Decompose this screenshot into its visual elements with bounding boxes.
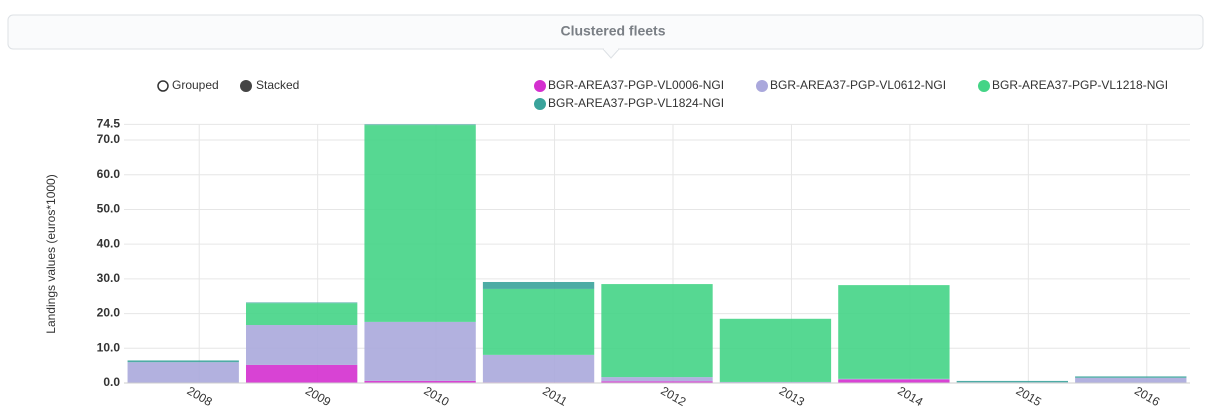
bar-segment bbox=[838, 378, 950, 380]
bar-segment bbox=[482, 281, 595, 289]
bar-segment bbox=[364, 321, 476, 381]
y-tick-label: 0.0 bbox=[103, 375, 120, 389]
x-tick-label: 2012 bbox=[658, 384, 688, 410]
bar-segment bbox=[245, 302, 358, 304]
bar-segment bbox=[1075, 376, 1187, 378]
radio-grouped[interactable] bbox=[157, 80, 169, 92]
y-tick-label: 74.5 bbox=[97, 117, 121, 131]
y-tick-label: 60.0 bbox=[97, 167, 121, 181]
bar-segment bbox=[482, 288, 595, 355]
legend-label: BGR-AREA37-PGP-VL1824-NGI bbox=[548, 96, 724, 110]
legend-label: BGR-AREA37-PGP-VL0006-NGI bbox=[548, 78, 724, 92]
bar-segment bbox=[719, 381, 832, 383]
radio-stacked[interactable] bbox=[240, 80, 252, 92]
bar-segment bbox=[601, 377, 713, 382]
y-tick-label: 50.0 bbox=[97, 202, 121, 216]
bar-segment bbox=[127, 360, 239, 363]
y-tick-label: 10.0 bbox=[97, 340, 121, 354]
x-tick-label: 2013 bbox=[777, 384, 807, 410]
y-tick-label: 20.0 bbox=[97, 306, 121, 320]
radio-label[interactable]: Stacked bbox=[256, 78, 299, 92]
bar-segment bbox=[364, 380, 476, 383]
bar-segment bbox=[127, 362, 239, 383]
x-tick-label: 2016 bbox=[1132, 384, 1162, 410]
bar-segment bbox=[1075, 377, 1187, 383]
legend-swatch bbox=[978, 80, 990, 92]
bar-segment bbox=[838, 379, 950, 383]
y-axis-label: Landings values (euros*1000) bbox=[44, 174, 58, 333]
legend-swatch bbox=[534, 80, 546, 92]
bar-segment bbox=[245, 303, 358, 326]
bar-segment bbox=[838, 285, 950, 379]
legend-swatch bbox=[534, 98, 546, 110]
legend-label: BGR-AREA37-PGP-VL1218-NGI bbox=[992, 78, 1168, 92]
title-pointer bbox=[602, 48, 620, 59]
bar-segment bbox=[364, 125, 476, 322]
bar-segment bbox=[601, 381, 713, 383]
y-tick-label: 30.0 bbox=[97, 271, 121, 285]
bar-segment bbox=[601, 284, 713, 378]
bar-segment bbox=[245, 325, 358, 365]
x-tick-label: 2014 bbox=[895, 384, 925, 410]
bar-segment bbox=[482, 354, 595, 383]
x-tick-label: 2010 bbox=[421, 384, 451, 410]
y-tick-label: 40.0 bbox=[97, 236, 121, 250]
legend-label: BGR-AREA37-PGP-VL0612-NGI bbox=[770, 78, 946, 92]
legend-swatch bbox=[756, 80, 768, 92]
bar-segment bbox=[245, 364, 358, 383]
x-tick-label: 2015 bbox=[1014, 384, 1044, 410]
bar-segment bbox=[364, 124, 476, 126]
chart-title: Clustered fleets bbox=[560, 23, 665, 39]
x-tick-label: 2008 bbox=[185, 384, 215, 410]
pointer-cover bbox=[604, 47, 618, 50]
y-tick-label: 70.0 bbox=[97, 132, 121, 146]
x-tick-label: 2011 bbox=[540, 384, 570, 409]
x-tick-label: 2009 bbox=[303, 384, 333, 410]
radio-label[interactable]: Grouped bbox=[172, 78, 219, 92]
bar-segment bbox=[956, 380, 1069, 383]
bar-segment bbox=[719, 318, 832, 382]
